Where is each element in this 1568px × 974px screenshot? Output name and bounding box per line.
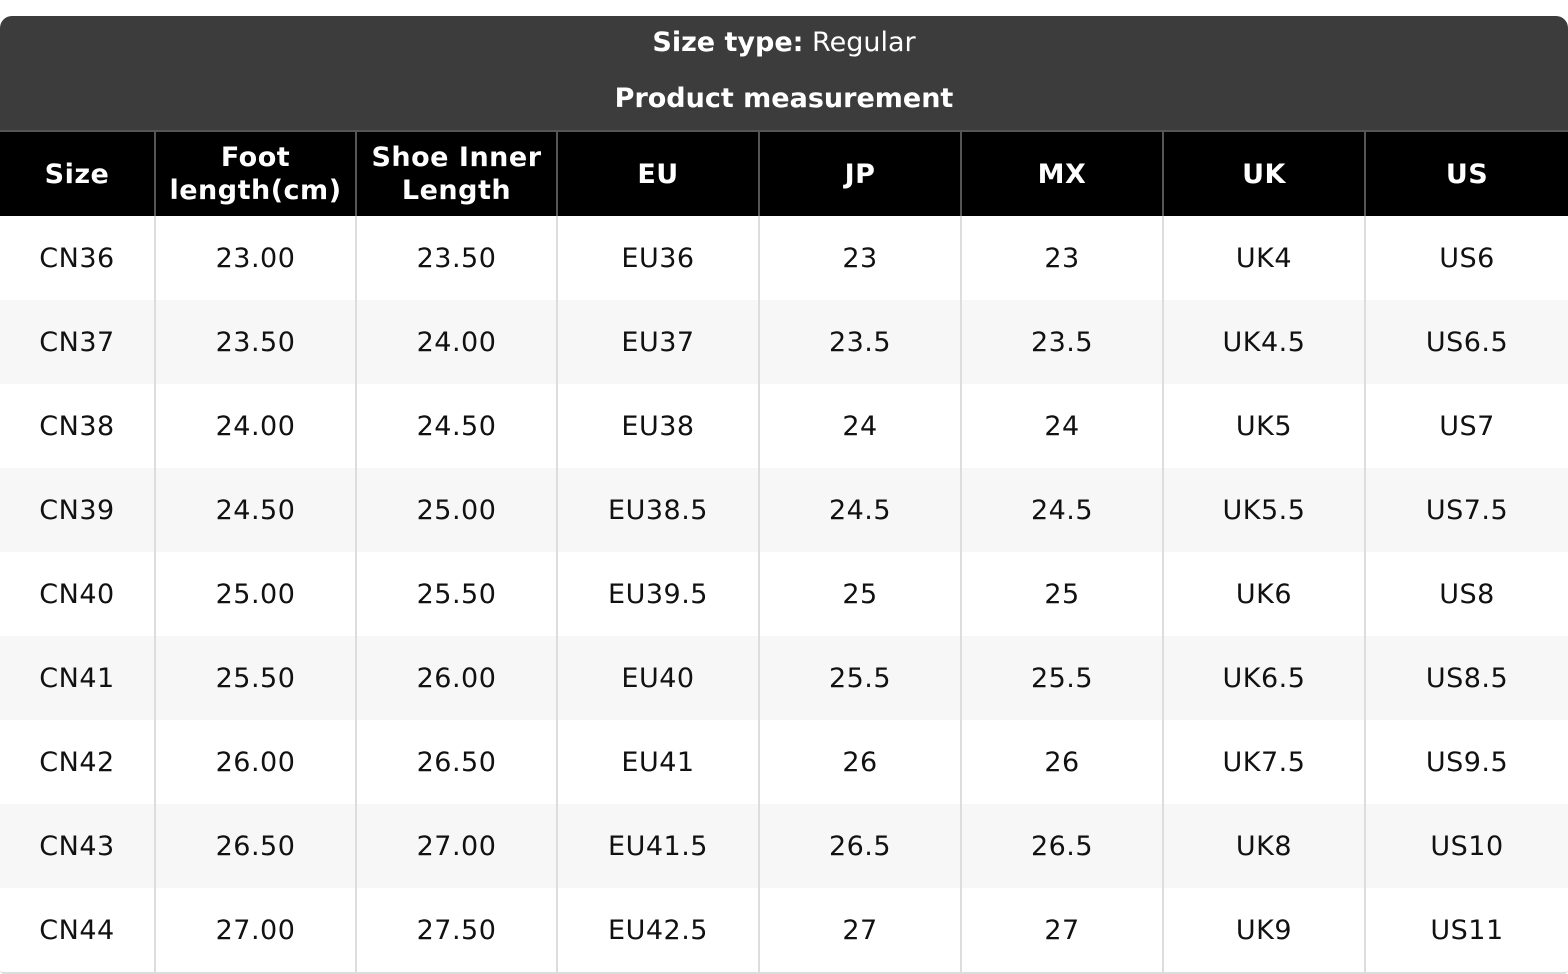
table-cell: 27.00 bbox=[355, 804, 557, 888]
table-cell: 26.5 bbox=[960, 804, 1163, 888]
size-type-label: Size type: bbox=[652, 27, 804, 58]
table-cell: EU42.5 bbox=[556, 888, 759, 972]
table-cell: CN42 bbox=[39, 746, 115, 778]
table-row: CN41 25.50 26.00 EU40 25.5 25.5 UK6.5 US8.5 bbox=[0, 636, 1568, 720]
table-cell: US9.5 bbox=[1364, 720, 1568, 804]
column-header: Shoe Inner Length bbox=[355, 130, 557, 216]
table-cell: 26.50 bbox=[355, 720, 557, 804]
table-cell: CN39 bbox=[0, 468, 155, 552]
table-cell: UK7.5 bbox=[1162, 720, 1365, 804]
table-row: CN38 24.00 24.50 EU38 24 24 UK5 US7 bbox=[0, 384, 1568, 468]
table-cell: EU41 bbox=[556, 720, 759, 804]
table-cell: EU41.5 bbox=[556, 804, 759, 888]
table-cell: 24.50 bbox=[154, 468, 356, 552]
table-cell: UK5.5 bbox=[1162, 468, 1365, 552]
table-cell: 23.5 bbox=[758, 300, 961, 384]
table-cell: UK4.5 bbox=[1162, 300, 1365, 384]
size-type-value: Regular bbox=[812, 27, 916, 58]
table-cell: UK6 bbox=[1162, 552, 1365, 636]
column-header: US bbox=[1364, 130, 1568, 216]
size-chart: Size type: Regular Product measurement S… bbox=[0, 16, 1568, 974]
table-cell: UK5 bbox=[1162, 384, 1365, 468]
table-cell: US6 bbox=[1364, 216, 1568, 300]
table-cell: EU37 bbox=[556, 300, 759, 384]
table-cell: 27 bbox=[758, 888, 961, 972]
table-cell: 25.00 bbox=[355, 468, 557, 552]
table-cell: 25 bbox=[960, 552, 1163, 636]
table-cell: 26.5 bbox=[758, 804, 961, 888]
table-body: CN36 23.00 23.50 EU36 23 23 UK4 US6 CN37 23.50 24.… bbox=[0, 216, 1568, 972]
table-row: CN44 27.00 27.50 EU42.5 27 27 UK9 US11 bbox=[0, 888, 1568, 972]
table-cell: US10 bbox=[1364, 804, 1568, 888]
table-cell: CN41 bbox=[0, 636, 155, 720]
table-cell: 24.00 bbox=[355, 300, 557, 384]
column-header: JP bbox=[758, 130, 961, 216]
table-cell: 23.00 bbox=[154, 216, 356, 300]
table-cell: US7 bbox=[1364, 384, 1568, 468]
table-cell: CN37 bbox=[0, 300, 155, 384]
table-cell: UK6.5 bbox=[1162, 636, 1365, 720]
table-cell: 23 bbox=[758, 216, 961, 300]
table-cell: 23 bbox=[960, 216, 1163, 300]
table-cell: EU38.5 bbox=[556, 468, 759, 552]
table-cell: 23.50 bbox=[355, 216, 557, 300]
table-cell: CN36 bbox=[39, 242, 115, 274]
table-cell: 24 bbox=[960, 384, 1163, 468]
table-cell: CN43 bbox=[0, 804, 155, 888]
table-cell: 25.00 bbox=[154, 552, 356, 636]
header-row: Size Foot length(cm) Shoe Inner Length EU JP… bbox=[0, 130, 1568, 216]
table-cell: 26.00 bbox=[355, 636, 557, 720]
table-cell: 26 bbox=[758, 720, 961, 804]
table-cell: US8 bbox=[1364, 552, 1568, 636]
table-cell: CN40 bbox=[39, 578, 115, 610]
table-cell: 25.50 bbox=[154, 636, 356, 720]
column-header: Size bbox=[0, 130, 155, 216]
table-cell: 26.50 bbox=[154, 804, 356, 888]
size-table: Size Foot length(cm) Shoe Inner Length EU JP… bbox=[0, 130, 1568, 972]
table-cell: 23.50 bbox=[154, 300, 356, 384]
table-cell: 25.5 bbox=[960, 636, 1163, 720]
column-header: EU bbox=[556, 130, 759, 216]
table-row: CN40 25.00 25.50 EU39.5 25 25 UK6 US8 bbox=[0, 552, 1568, 636]
table-cell: US6.5 bbox=[1364, 300, 1568, 384]
table-cell: 27.00 bbox=[154, 888, 356, 972]
table-cell: 25 bbox=[758, 552, 961, 636]
table-cell: 24 bbox=[758, 384, 961, 468]
table-cell: UK8 bbox=[1162, 804, 1365, 888]
table-cell: CN38 bbox=[39, 410, 115, 442]
table-cell: CN44 bbox=[39, 914, 115, 946]
size-type: Size type: Regular bbox=[0, 26, 1568, 60]
table-cell: UK9 bbox=[1162, 888, 1365, 972]
table-cell: US11 bbox=[1364, 888, 1568, 972]
table-row: CN43 26.50 27.00 EU41.5 26.5 26.5 UK8 US10 bbox=[0, 804, 1568, 888]
table-cell: US7.5 bbox=[1364, 468, 1568, 552]
table-cell: UK4 bbox=[1162, 216, 1365, 300]
table-cell: EU36 bbox=[556, 216, 759, 300]
table-cell: 24.00 bbox=[154, 384, 356, 468]
table-cell: 25.50 bbox=[355, 552, 557, 636]
table-cell: 24.5 bbox=[960, 468, 1163, 552]
table-cell: 27.50 bbox=[355, 888, 557, 972]
table-cell: 23.5 bbox=[960, 300, 1163, 384]
table-row: CN39 24.50 25.00 EU38.5 24.5 24.5 UK5.5 US7.5 bbox=[0, 468, 1568, 552]
table-cell: 25.5 bbox=[758, 636, 961, 720]
table-cell: 24.5 bbox=[758, 468, 961, 552]
table-row: CN37 23.50 24.00 EU37 23.5 23.5 UK4.5 US6.5 bbox=[0, 300, 1568, 384]
table-cell: EU38 bbox=[556, 384, 759, 468]
chart-header: Size type: Regular Product measurement bbox=[0, 16, 1568, 130]
table-cell: EU39.5 bbox=[556, 552, 759, 636]
table-cell: 24.50 bbox=[355, 384, 557, 468]
table-cell: US8.5 bbox=[1364, 636, 1568, 720]
table-row: CN42 26.00 26.50 EU41 26 26 UK7.5 US9.5 bbox=[0, 720, 1568, 804]
table-row: CN36 23.00 23.50 EU36 23 23 UK4 US6 bbox=[0, 216, 1568, 300]
table-cell: 26 bbox=[960, 720, 1163, 804]
column-header: UK bbox=[1162, 130, 1365, 216]
column-header: MX bbox=[960, 130, 1163, 216]
table-cell: 27 bbox=[960, 888, 1163, 972]
column-header: Foot length(cm) bbox=[154, 130, 356, 216]
table-title: Product measurement bbox=[614, 83, 954, 114]
table-cell: 26.00 bbox=[154, 720, 356, 804]
table-cell: EU40 bbox=[556, 636, 759, 720]
